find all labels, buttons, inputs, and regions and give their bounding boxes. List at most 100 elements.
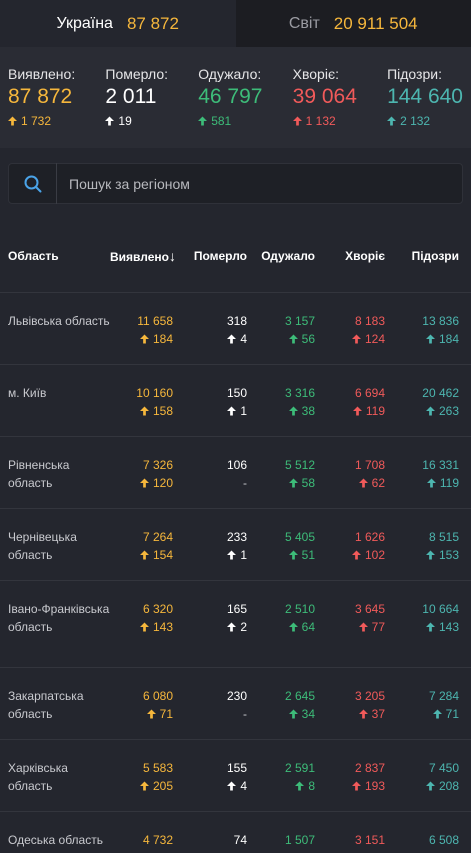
tab-ukraine[interactable]: Україна 87 872 bbox=[0, 0, 236, 47]
arrow-up-icon bbox=[426, 478, 436, 487]
cell-recovered-delta: 64 bbox=[251, 618, 315, 636]
table-row[interactable]: Чернівецька область 7 264 154 233 1 5 405 51 1 … bbox=[0, 508, 471, 581]
arrow-up-icon bbox=[425, 406, 435, 415]
cell-recovered: 1 507 - bbox=[251, 811, 321, 853]
table-row[interactable]: Львівська область 11 658 184 318 4 3 157 56 8 1… bbox=[0, 292, 471, 365]
cell-died-delta: - bbox=[182, 849, 247, 853]
cell-suspected: 7 450 208 bbox=[391, 739, 471, 812]
cell-detected-delta: 154 bbox=[110, 546, 173, 564]
cell-recovered: 5 405 51 bbox=[251, 508, 321, 581]
cell-died-delta: - bbox=[182, 474, 247, 492]
cell-detected-delta: 120 bbox=[110, 474, 173, 492]
cell-recovered: 2 645 34 bbox=[251, 667, 321, 740]
cell-suspected-delta-value: 119 bbox=[439, 475, 459, 490]
search-section bbox=[0, 148, 471, 220]
cell-died: 165 2 bbox=[182, 580, 251, 668]
cell-sick-value: 3 151 bbox=[354, 832, 385, 847]
stat-detected: Виявлено: 87 872 1 732 bbox=[8, 66, 75, 148]
cell-suspected-value: 8 515 bbox=[428, 529, 459, 544]
tab-world[interactable]: Світ 20 911 504 bbox=[235, 0, 471, 47]
table-row[interactable]: м. Київ 10 160 158 150 1 3 316 38 6 694 119 20 46… bbox=[0, 364, 471, 437]
stat-sick: Хворіє: 39 064 1 132 bbox=[292, 66, 357, 148]
cell-recovered: 2 510 64 bbox=[251, 580, 321, 668]
cell-suspected: 8 515 153 bbox=[391, 508, 471, 581]
cell-recovered-delta-value: 8 bbox=[308, 778, 315, 793]
cell-detected-delta-value: 205 bbox=[152, 778, 173, 793]
cell-died-delta-value: 2 bbox=[240, 619, 247, 634]
header-sick[interactable]: Хворіє bbox=[321, 220, 391, 293]
cell-recovered-delta: 8 bbox=[251, 777, 315, 795]
table-row[interactable]: Рівненська область 7 326 120 106 - 5 512 58 1 7… bbox=[0, 436, 471, 509]
search-icon[interactable] bbox=[9, 163, 57, 204]
header-region[interactable]: Область bbox=[0, 220, 110, 293]
cell-died: 230 - bbox=[182, 667, 251, 740]
header-suspected[interactable]: Підозри bbox=[391, 220, 471, 293]
cell-sick-value: 1 708 bbox=[354, 457, 385, 472]
region-name: м. Київ bbox=[0, 364, 110, 437]
header-detected-label: Виявлено bbox=[110, 249, 169, 264]
arrow-up-icon bbox=[227, 550, 237, 559]
cell-died-delta-value: 1 bbox=[240, 547, 247, 562]
arrow-up-icon bbox=[425, 334, 435, 343]
stat-died-delta-value: 19 bbox=[118, 114, 132, 128]
cell-detected-value: 6 320 bbox=[142, 601, 173, 616]
cell-sick-delta-value: 77 bbox=[371, 619, 385, 634]
stat-suspected-value: 144 640 bbox=[387, 85, 463, 108]
cell-detected-delta-value: 158 bbox=[152, 403, 173, 418]
cell-sick-value: 1 626 bbox=[354, 529, 385, 544]
cell-sick-delta-value: 102 bbox=[364, 547, 385, 562]
cell-died-delta: 4 bbox=[182, 330, 247, 348]
header-recovered[interactable]: Одужало bbox=[251, 220, 321, 293]
stat-recovered: Одужало: 46 797 581 bbox=[198, 66, 262, 148]
cell-sick-value: 3 645 bbox=[354, 601, 385, 616]
arrow-up-icon bbox=[139, 406, 149, 415]
cell-suspected: 20 462 263 bbox=[391, 364, 471, 437]
header-detected[interactable]: Виявлено↓ bbox=[110, 220, 182, 293]
cell-recovered-value: 2 591 bbox=[284, 760, 315, 775]
cell-sick: 3 205 37 bbox=[321, 667, 391, 740]
cell-died-delta: 1 bbox=[182, 546, 247, 564]
table-row[interactable]: Харківська область 5 583 205 155 4 2 591 8 2 83… bbox=[0, 739, 471, 812]
stat-recovered-label: Одужало: bbox=[198, 66, 262, 82]
cell-died: 318 4 bbox=[182, 292, 251, 365]
arrow-up-icon bbox=[295, 781, 305, 790]
sort-down-arrow-icon: ↓ bbox=[168, 247, 176, 264]
stat-sick-value: 39 064 bbox=[292, 85, 357, 108]
region-name: Львівська область bbox=[0, 292, 110, 365]
cell-detected-value: 5 583 bbox=[142, 760, 173, 775]
table-row[interactable]: Одеська область 4 732 160 74 - 1 507 - 3 151 160… bbox=[0, 811, 471, 853]
cell-died: 150 1 bbox=[182, 364, 251, 437]
arrow-up-icon bbox=[198, 116, 208, 126]
arrow-up-icon bbox=[105, 116, 115, 126]
cell-sick: 6 694 119 bbox=[321, 364, 391, 437]
cell-suspected-value: 7 450 bbox=[428, 760, 459, 775]
cell-detected-delta: 158 bbox=[110, 402, 173, 420]
stat-suspected-delta: 2 132 bbox=[387, 114, 463, 128]
stat-suspected: Підозри: 144 640 2 132 bbox=[387, 66, 463, 148]
cell-sick-delta-value: 160 bbox=[365, 849, 385, 853]
cell-recovered-value: 5 512 bbox=[284, 457, 315, 472]
cell-detected-value: 7 264 bbox=[142, 529, 173, 544]
cell-detected: 7 264 154 bbox=[110, 508, 182, 581]
cell-suspected-delta: 208 bbox=[391, 777, 459, 795]
table-row[interactable]: Закарпатська область 6 080 71 230 - 2 645 34 3 … bbox=[0, 667, 471, 740]
cell-recovered: 5 512 58 bbox=[251, 436, 321, 509]
arrow-up-icon bbox=[425, 550, 435, 559]
search-input[interactable] bbox=[57, 175, 462, 192]
cell-detected-delta: 184 bbox=[110, 330, 173, 348]
arrow-up-icon bbox=[139, 781, 149, 790]
header-died[interactable]: Померло bbox=[182, 220, 251, 293]
cell-sick-value: 3 205 bbox=[354, 688, 385, 703]
cell-suspected: 10 664 143 bbox=[391, 580, 471, 668]
cell-recovered: 2 591 8 bbox=[251, 739, 321, 812]
table-row[interactable]: Івано-Франківська область 6 320 143 165 2 2 5… bbox=[0, 580, 471, 668]
cell-detected: 6 080 71 bbox=[110, 667, 182, 740]
cell-sick-delta: 160 bbox=[321, 849, 385, 853]
cell-recovered-delta: 56 bbox=[251, 330, 315, 348]
cell-recovered-delta-value: 34 bbox=[301, 706, 315, 721]
arrow-up-icon bbox=[387, 116, 397, 126]
regions-table: Область Виявлено↓ Померло Одужало Хворіє… bbox=[0, 220, 471, 853]
cell-detected-delta: 160 bbox=[110, 849, 173, 853]
arrow-up-icon bbox=[432, 709, 442, 718]
cell-died-delta-value: - bbox=[243, 706, 247, 721]
